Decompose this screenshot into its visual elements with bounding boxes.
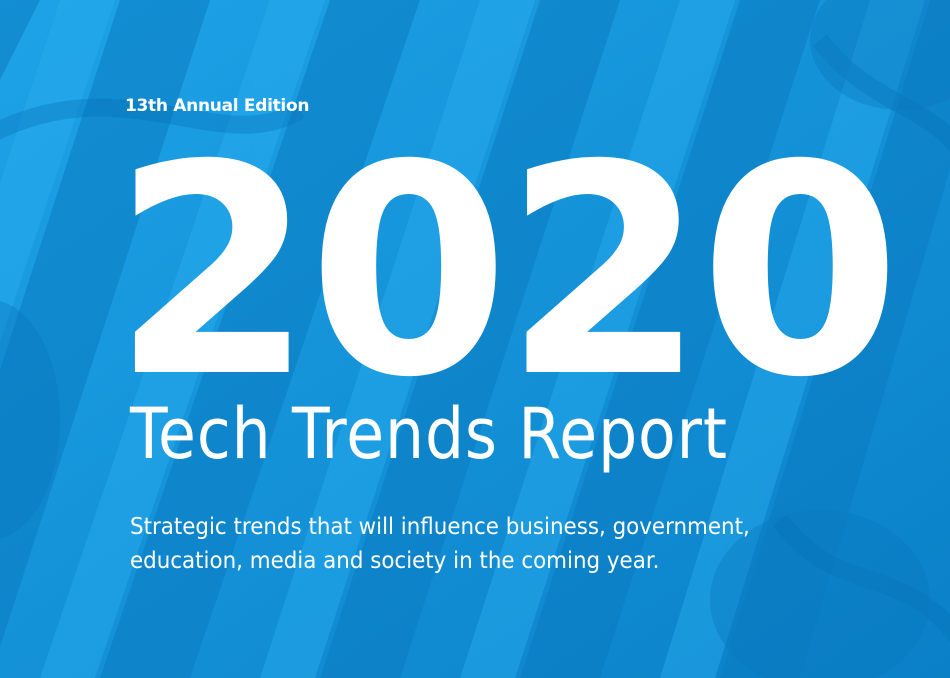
subtitle-line-1: Strategic trends that will influence bus…	[130, 514, 750, 540]
edition-label: 13th Annual Edition	[125, 96, 310, 116]
report-subtitle: Strategic trends that will influence bus…	[130, 510, 837, 578]
report-year: 2020	[112, 104, 901, 441]
subtitle-line-2: education, media and society in the comi…	[130, 548, 660, 574]
report-title: Tech Trends Report	[130, 393, 728, 475]
